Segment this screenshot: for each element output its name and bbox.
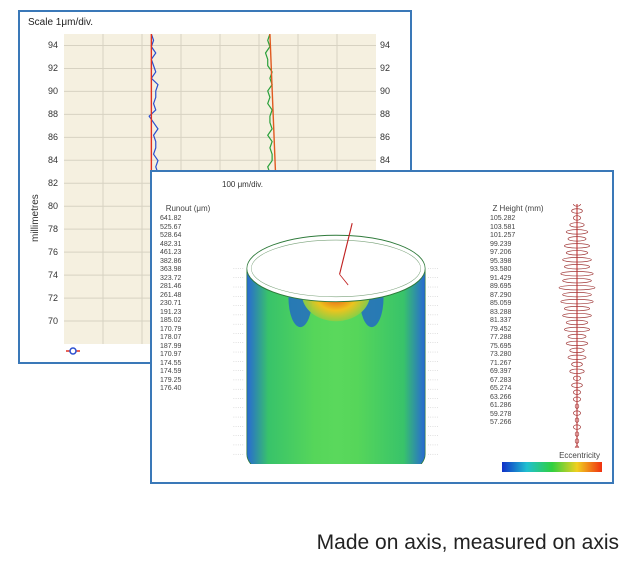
value-cell: 99.239: [490, 241, 546, 250]
value-cell: 59.278: [490, 411, 546, 420]
value-cell: 63.266: [490, 394, 546, 403]
colorbar: [502, 462, 602, 472]
value-cell: 95.398: [490, 258, 546, 267]
y-tick: 94: [380, 40, 390, 50]
value-cell: 65.274: [490, 385, 546, 394]
y-tick: 72: [48, 293, 58, 303]
value-cell: 87.290: [490, 292, 546, 301]
y-tick: 86: [48, 132, 58, 142]
y-tick: 92: [380, 63, 390, 73]
y-tick: 78: [48, 224, 58, 234]
value-cell: 61.286: [490, 402, 546, 411]
value-cell: 89.695: [490, 283, 546, 292]
scale-label: Scale 1μm/div.: [26, 16, 95, 29]
eccentricity-column: [552, 204, 602, 448]
value-cell: 103.581: [490, 224, 546, 233]
value-cell: 85.059: [490, 300, 546, 309]
y-tick: 74: [48, 270, 58, 280]
cylinder-stage: [180, 200, 492, 464]
value-cell: 73.280: [490, 351, 546, 360]
y-tick: 88: [380, 109, 390, 119]
y-tick: 90: [48, 86, 58, 96]
value-cell: 101.257: [490, 232, 546, 241]
value-cell: 71.267: [490, 360, 546, 369]
y-tick: 90: [380, 86, 390, 96]
value-cell: 97.206: [490, 249, 546, 258]
value-cell: 57.266: [490, 419, 546, 428]
value-cell: 91.429: [490, 275, 546, 284]
y-tick: 80: [48, 201, 58, 211]
y-tick: 86: [380, 132, 390, 142]
value-cell: 79.452: [490, 326, 546, 335]
value-cell: 81.337: [490, 317, 546, 326]
value-cell: 105.282: [490, 215, 546, 224]
zheight-title: Z Height (mm): [490, 204, 546, 213]
cylinder-chart-panel: 100 μm/div. Runout (μm) 641.82525.67528.…: [150, 170, 614, 484]
cursor-marker-icon: [66, 344, 80, 358]
value-cell: 67.283: [490, 377, 546, 386]
eccentricity-title: Eccentricity: [559, 451, 600, 460]
y-tick: 84: [380, 155, 390, 165]
value-cell: 77.288: [490, 334, 546, 343]
y-tick: 92: [48, 63, 58, 73]
y-axis-left-label: millimetres: [30, 194, 41, 242]
value-cell: 93.580: [490, 266, 546, 275]
y-tick: 84: [48, 155, 58, 165]
y-tick: 94: [48, 40, 58, 50]
zheight-column: Z Height (mm) 105.282103.581101.25799.23…: [490, 204, 546, 460]
y-tick: 70: [48, 316, 58, 326]
y-tick: 88: [48, 109, 58, 119]
value-cell: 83.288: [490, 309, 546, 318]
y-tick: 76: [48, 247, 58, 257]
figure-caption: Made on axis, measured on axis: [0, 531, 619, 555]
value-cell: 75.695: [490, 343, 546, 352]
value-cell: 69.397: [490, 368, 546, 377]
y-tick: 82: [48, 178, 58, 188]
front-scale-label: 100 μm/div.: [222, 180, 263, 189]
